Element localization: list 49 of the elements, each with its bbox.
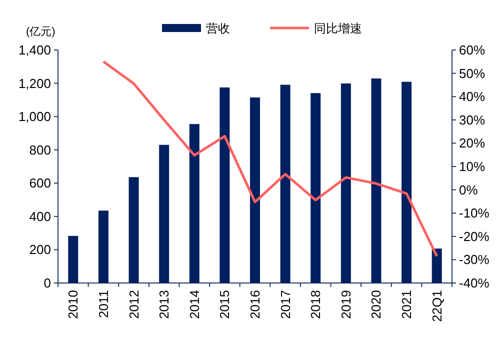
- bar: [159, 144, 170, 283]
- y2-tick-label: 50%: [459, 66, 486, 81]
- bar: [98, 210, 108, 283]
- bar: [371, 78, 382, 283]
- y2-tick-label: 60%: [459, 42, 486, 58]
- bar: [128, 177, 139, 283]
- bar: [432, 248, 442, 283]
- y-tick-label: 400: [29, 208, 51, 224]
- x-tick-label: 2018: [308, 290, 324, 319]
- bar: [310, 93, 321, 283]
- y-tick-label: 1,400: [18, 42, 51, 58]
- y2-tick-label: 20%: [459, 136, 486, 151]
- bar: [220, 87, 230, 283]
- y-tick-label: 200: [29, 242, 51, 258]
- legend-label: 同比增速: [314, 22, 362, 36]
- bar: [189, 124, 200, 283]
- line-series: [102, 60, 438, 258]
- x-tick-label: 2021: [399, 290, 414, 319]
- y2-tick-label: 0%: [459, 182, 478, 198]
- bar: [280, 84, 290, 283]
- x-tick-label: 2013: [156, 290, 172, 319]
- bar: [340, 83, 351, 283]
- y-tick-label: 1,200: [18, 76, 51, 91]
- x-tick-label: 2020: [368, 290, 384, 319]
- x-tick-label: 2017: [278, 290, 293, 319]
- y-axis-title: (亿元): [26, 26, 56, 38]
- y-tick-label: 800: [29, 142, 51, 158]
- y-tick-label: 1,000: [18, 109, 51, 124]
- y2-tick-label: -20%: [459, 228, 490, 244]
- x-tick-label: 2010: [66, 290, 81, 319]
- y-tick-label: 600: [29, 176, 51, 191]
- x-tick-label: 2011: [96, 290, 111, 318]
- x-tick-label: 2016: [248, 290, 262, 319]
- y2-tick-label: 30%: [459, 112, 486, 128]
- x-tick-label: 2014: [186, 290, 202, 319]
- bar: [402, 82, 412, 283]
- y2-tick-label: 10%: [459, 159, 486, 174]
- legend-label: 营收: [206, 22, 230, 36]
- y-tick-label: 0: [44, 276, 51, 290]
- x-tick-label: 2015: [217, 290, 232, 319]
- x-tick-label: 2012: [126, 290, 142, 319]
- x-tick-label: 2019: [338, 290, 354, 319]
- y2-tick-label: 40%: [459, 89, 486, 104]
- y2-tick-label: -10%: [459, 206, 490, 221]
- y2-tick-label: -40%: [459, 276, 490, 290]
- bar: [68, 236, 78, 283]
- x-tick-label: 22Q1: [429, 290, 444, 322]
- y2-tick-label: -30%: [459, 252, 490, 268]
- bar: [250, 97, 260, 283]
